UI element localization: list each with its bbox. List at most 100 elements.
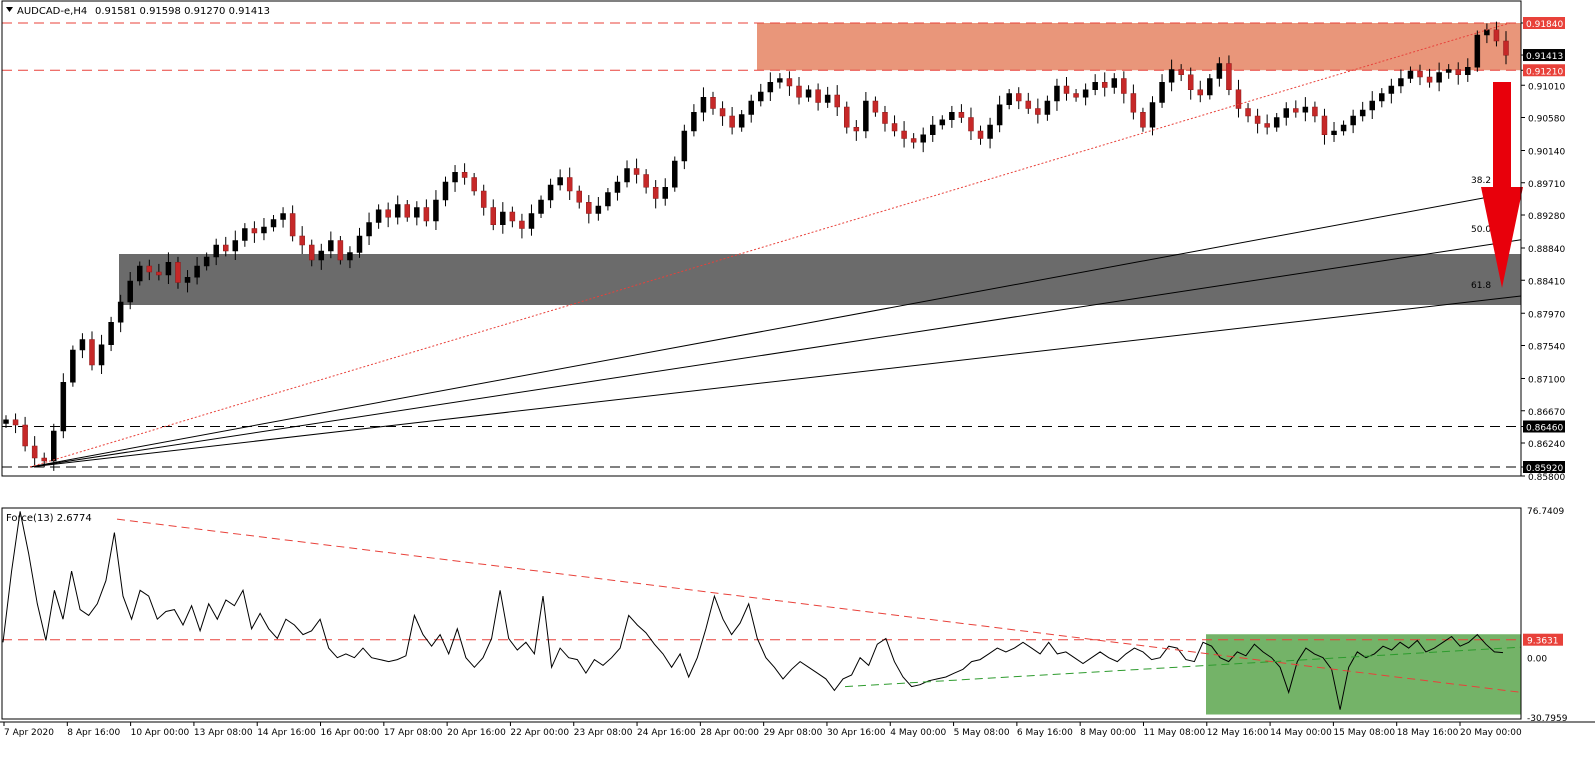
time-tick-label: 20 May 00:00 [1460, 728, 1522, 738]
bearish-candle [719, 108, 726, 117]
bearish-candle [710, 97, 716, 109]
bullish-candle [1474, 34, 1481, 68]
bullish-candle [232, 240, 239, 252]
price-tick-label: 0.87540 [1528, 343, 1565, 353]
bullish-candle [1082, 89, 1089, 98]
force-tick-label: 76.7409 [1527, 507, 1564, 517]
bullish-candle [1159, 82, 1165, 103]
time-tick-label: 20 Apr 16:00 [447, 728, 506, 738]
bearish-candle [1025, 100, 1032, 109]
bullish-candle [1407, 70, 1414, 79]
bearish-candle [1312, 106, 1318, 117]
bearish-candle [652, 187, 659, 199]
time-tick-label: 5 May 08:00 [954, 728, 1010, 738]
fib-fan-label: 38.2 [1471, 176, 1491, 186]
bearish-candle [519, 220, 525, 229]
bullish-candle [1484, 29, 1490, 36]
bearish-candle [222, 244, 229, 252]
bullish-candle [203, 256, 210, 267]
bearish-candle [404, 204, 411, 218]
bullish-candle [605, 192, 611, 207]
bullish-candle [433, 199, 439, 222]
bullish-candle [280, 213, 286, 220]
price-tag-bg [1523, 49, 1565, 62]
bullish-candle [700, 97, 707, 113]
bullish-candle [414, 207, 420, 218]
bearish-candle [882, 112, 888, 124]
bullish-candle [824, 94, 831, 103]
price-tag-label: 0.91840 [1526, 20, 1563, 30]
bullish-candle [1445, 69, 1452, 73]
bullish-candle [137, 265, 143, 282]
time-tick-label: 16 Apr 00:00 [321, 728, 380, 738]
price-tick-label: 0.89280 [1528, 212, 1565, 222]
bearish-candle [89, 339, 95, 366]
bearish-candle [844, 106, 850, 128]
bearish-candle [1073, 93, 1079, 98]
bearish-candle [1493, 29, 1500, 42]
down-arrow-icon [1481, 82, 1523, 288]
bearish-candle [815, 89, 821, 103]
bullish-candle [777, 78, 783, 83]
dropdown-triangle-icon [6, 7, 13, 12]
bullish-candle [758, 91, 764, 102]
bullish-candle [366, 222, 372, 237]
bullish-candle [79, 339, 86, 351]
bullish-candle [1207, 78, 1213, 96]
bullish-candle [1273, 117, 1280, 128]
resistance-zone [757, 23, 1521, 71]
fib-fan-label: 50.0 [1471, 225, 1491, 235]
bearish-candle [1426, 76, 1433, 83]
bearish-candle [1140, 112, 1146, 128]
bearish-candle [586, 202, 592, 214]
bearish-candle [299, 235, 305, 246]
price-tag-bg [1523, 64, 1565, 77]
price-tag-label: 0.91413 [1526, 52, 1563, 62]
bullish-candle [528, 213, 535, 229]
bullish-candle [738, 114, 745, 128]
bearish-candle [12, 419, 19, 426]
bullish-candle [1044, 100, 1051, 115]
bullish-candle [1350, 115, 1356, 126]
bearish-candle [796, 85, 802, 98]
force-tick-label: -30.7959 [1527, 714, 1568, 724]
bearish-candle [910, 138, 917, 143]
price-tag-bg [1523, 461, 1565, 473]
bullish-candle [691, 112, 697, 132]
force-header: Force(13) 2.6774 [6, 513, 92, 524]
main-price-panel: 38.2 50.0 61.8 [2, 21, 1523, 471]
bullish-candle [1168, 69, 1175, 83]
bearish-candle [41, 457, 47, 462]
force-tag-bg [1523, 633, 1563, 646]
bullish-candle [1302, 106, 1309, 113]
bearish-candle [471, 177, 477, 192]
bearish-candle [1264, 123, 1270, 128]
support-zone [119, 254, 1521, 305]
bullish-candle [442, 181, 449, 201]
time-tick-label: 23 Apr 08:00 [574, 728, 633, 738]
bearish-candle [308, 244, 315, 261]
candles-group [3, 21, 1509, 471]
bearish-candle [633, 168, 640, 175]
bearish-candle [1226, 63, 1232, 90]
time-tick-label: 15 May 08:00 [1333, 728, 1395, 738]
bearish-candle [1178, 69, 1184, 75]
trend-line [29, 22, 1511, 468]
bearish-candle [1101, 82, 1108, 88]
symbol-header: AUDCAD-e,H4 [17, 6, 87, 17]
bearish-candle [1187, 74, 1194, 90]
bullish-candle [595, 205, 602, 214]
bearish-candle [31, 445, 38, 459]
bullish-candle [538, 199, 544, 214]
price-tag-bg [1523, 420, 1565, 433]
bearish-candle [1015, 93, 1022, 102]
bearish-candle [22, 424, 28, 447]
bullish-candle [920, 134, 926, 143]
bearish-candle [1197, 89, 1204, 96]
bearish-candle [968, 117, 974, 132]
bearish-candle [156, 271, 162, 276]
time-tick-label: 24 Apr 16:00 [637, 728, 696, 738]
fib-fan-label: 61.8 [1471, 281, 1491, 291]
